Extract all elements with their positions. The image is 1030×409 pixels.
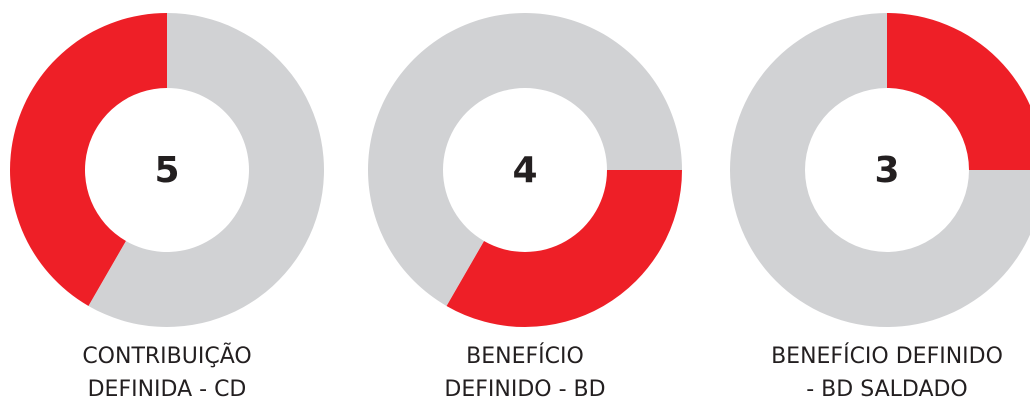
donut-segment xyxy=(9,13,168,306)
donut-segment xyxy=(887,13,1030,170)
donut-segment xyxy=(88,13,324,327)
donut-segment xyxy=(446,170,682,328)
donut-segment xyxy=(730,13,1030,327)
center-value: 3 xyxy=(874,150,899,191)
center-value: 5 xyxy=(154,150,179,191)
donut-segment xyxy=(368,13,682,306)
chart-label: CONTRIBUIÇÃO xyxy=(82,342,251,369)
chart-label: BENEFÍCIO DEFINIDO xyxy=(771,343,1003,369)
chart-label: - BD SALDADO xyxy=(806,377,968,402)
chart-label: DEFINIDO - BD xyxy=(444,377,605,402)
chart-label: DEFINIDA - CD xyxy=(88,377,247,402)
chart-label: BENEFÍCIO xyxy=(466,343,584,369)
center-value: 4 xyxy=(512,150,537,191)
